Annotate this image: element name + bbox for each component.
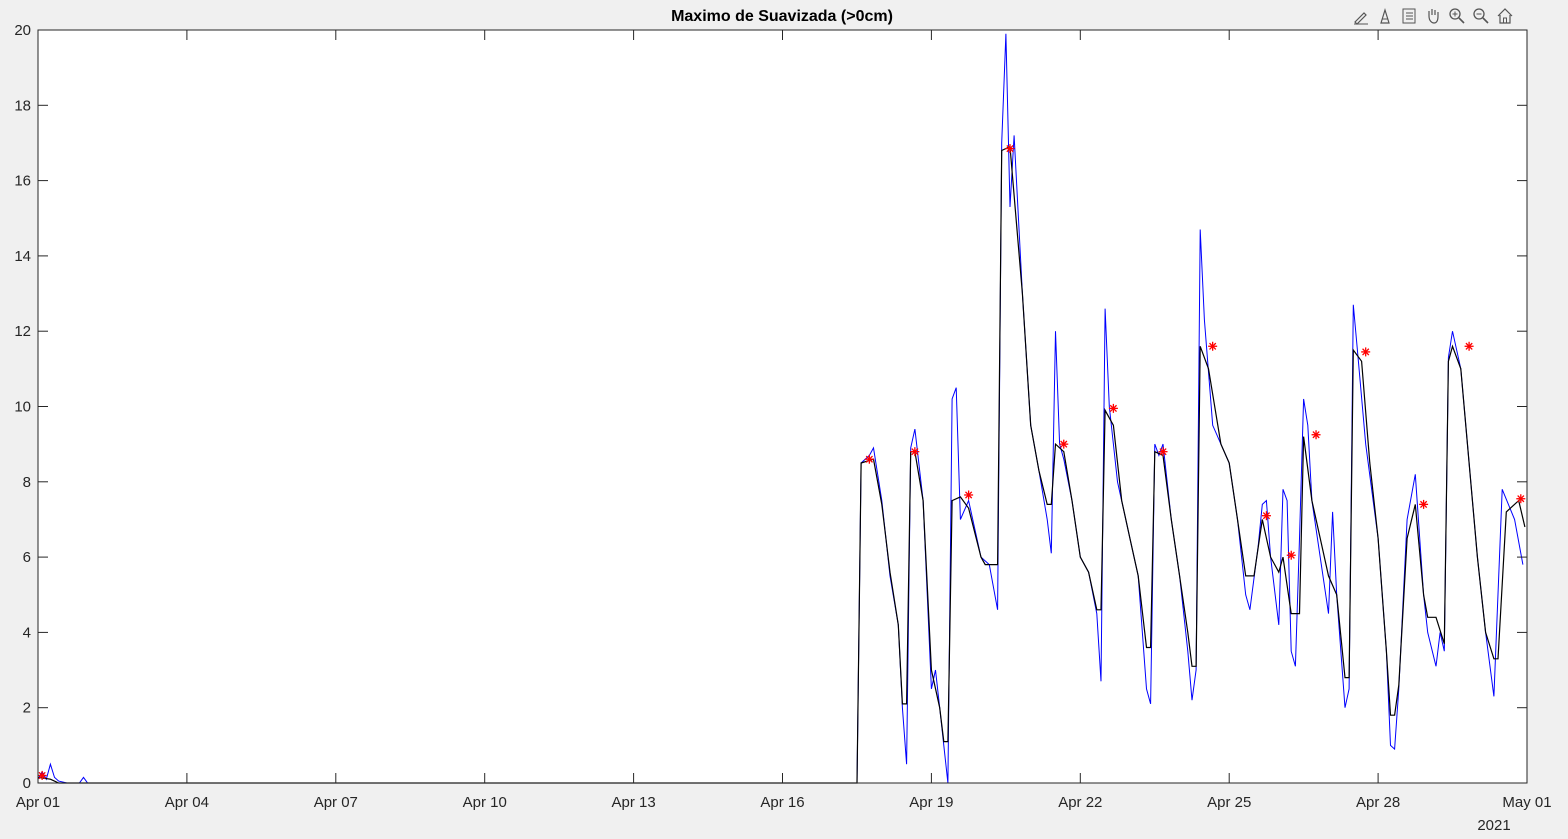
smoothed-series-line [37, 145, 1526, 784]
peak-marker [1419, 499, 1429, 509]
y-tick-label: 12 [14, 323, 31, 340]
home-button[interactable] [1494, 5, 1516, 27]
peak-marker [1059, 439, 1069, 449]
brush-button[interactable] [1350, 5, 1372, 27]
pan-icon [1428, 9, 1439, 24]
peak-marker [964, 490, 974, 500]
legend-button[interactable] [1398, 5, 1420, 27]
peak-marker [1208, 341, 1218, 351]
axis-ticks: 0 2 4 6 8 10 12 14 16 18 20 Apr 01 Apr 04 Apr 07 Apr 1… [14, 22, 1551, 811]
peak-marker [1261, 511, 1271, 521]
x-tick-label: Apr 07 [314, 794, 358, 811]
x-tick-label: Apr 01 [16, 794, 60, 811]
zoom-out-icon [1473, 8, 1489, 24]
legend-icon [1402, 8, 1416, 24]
y-tick-label: 14 [14, 248, 31, 265]
y-tick-label: 16 [14, 173, 31, 190]
home-icon [1497, 8, 1513, 24]
data-tips-icon [1380, 7, 1390, 24]
y-tick-label: 8 [23, 474, 31, 491]
peak-marker [1108, 403, 1118, 413]
zoom-in-icon [1449, 8, 1465, 24]
x-tick-label: May 01 [1502, 794, 1551, 811]
y-tick-label: 6 [23, 549, 31, 566]
peak-marker [910, 447, 920, 457]
y-tick-label: 10 [14, 399, 31, 416]
peak-marker [1286, 550, 1296, 560]
y-tick-label: 2 [23, 700, 31, 717]
x-tick-label: Apr 04 [165, 794, 209, 811]
y-tick-label: 0 [23, 775, 31, 792]
plot-area [37, 33, 1526, 784]
axes-background [38, 30, 1527, 783]
pan-button[interactable] [1422, 5, 1444, 27]
data-tips-button[interactable] [1374, 5, 1396, 27]
y-tick-label: 20 [14, 22, 31, 39]
x-tick-label: Apr 25 [1207, 794, 1251, 811]
peak-marker [1516, 494, 1526, 504]
peak-marker [1005, 144, 1015, 154]
peak-marker [1158, 447, 1168, 457]
x-tick-label: Apr 13 [611, 794, 655, 811]
x-axis-year-label: 2021 [1477, 817, 1510, 834]
zoom-out-button[interactable] [1470, 5, 1492, 27]
x-tick-label: Apr 16 [760, 794, 804, 811]
x-tick-label: Apr 19 [909, 794, 953, 811]
peak-marker [864, 454, 874, 464]
peak-marker [1464, 341, 1474, 351]
peak-marker [37, 770, 47, 780]
x-tick-label: Apr 22 [1058, 794, 1102, 811]
x-tick-label: Apr 10 [463, 794, 507, 811]
brush-icon [1354, 12, 1368, 25]
chart-title: Maximo de Suavizada (>0cm) [671, 8, 893, 25]
axes-toolbar [1350, 4, 1516, 28]
y-tick-label: 18 [14, 97, 31, 114]
zoom-in-button[interactable] [1446, 5, 1468, 27]
peak-marker [1311, 430, 1321, 440]
y-tick-label: 4 [23, 624, 31, 641]
x-tick-label: Apr 28 [1356, 794, 1400, 811]
axes-box [37, 29, 1528, 784]
peak-marker [1361, 347, 1371, 357]
